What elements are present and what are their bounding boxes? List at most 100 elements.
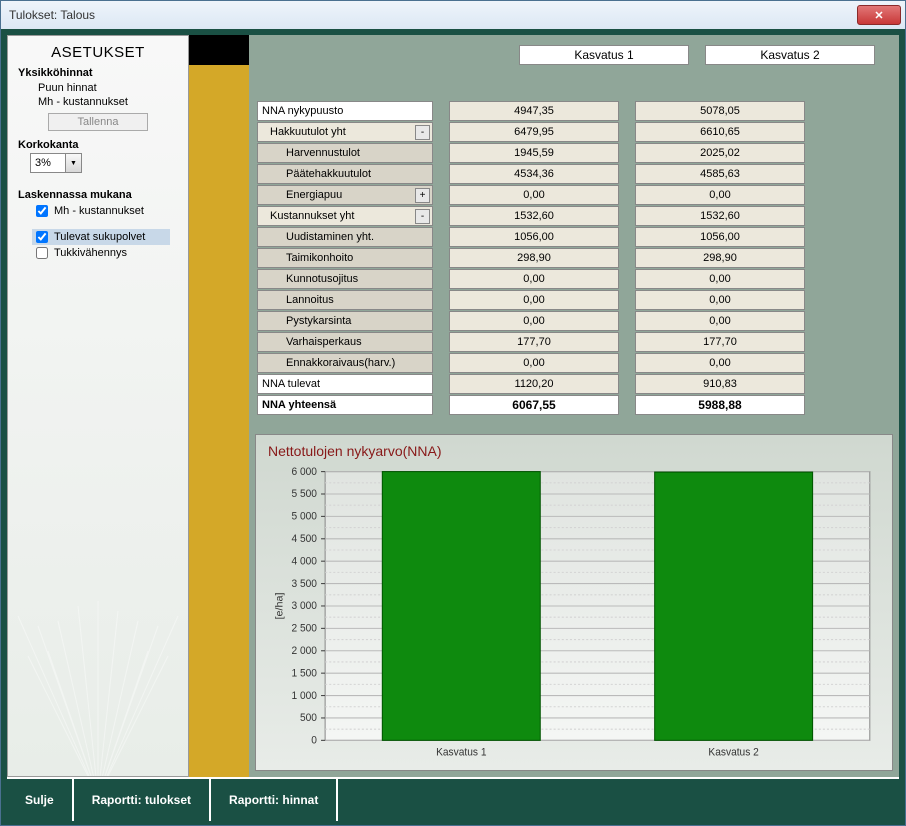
row-value: 0,00 [449, 311, 619, 331]
data-table: NNA nykypuusto4947,355078,05Hakkuutulot … [249, 101, 899, 416]
sidebar-sec-yksikkohinnat: Yksikköhinnat [8, 65, 188, 81]
report-prices-button[interactable]: Raportti: hinnat [211, 779, 338, 821]
toggle-button[interactable]: + [415, 188, 430, 203]
row-value: 4585,63 [635, 164, 805, 184]
sidebar-title: ASETUKSET [8, 36, 188, 65]
svg-text:1 000: 1 000 [291, 691, 317, 702]
checkbox-tulevat[interactable] [36, 231, 48, 243]
close-footer-button[interactable]: Sulje [7, 779, 74, 821]
col-header-1: Kasvatus 1 [519, 45, 689, 65]
row-value: 5078,05 [635, 101, 805, 121]
sidebar-sec-laskennassa: Laskennassa mukana [8, 187, 188, 203]
row-label: Harvennustulot [257, 143, 433, 163]
korkokanta-select[interactable]: 3% ▼ [30, 153, 82, 173]
row-value: 1056,00 [449, 227, 619, 247]
svg-text:5 500: 5 500 [291, 489, 317, 500]
table-row: Varhaisperkaus177,70177,70 [257, 332, 875, 352]
row-value: 6067,55 [449, 395, 619, 415]
svg-text:6 000: 6 000 [291, 467, 317, 478]
chart-plot: 05001 0001 5002 0002 5003 0003 5004 0004… [268, 463, 880, 764]
row-value: 1532,60 [635, 206, 805, 226]
toggle-button[interactable]: - [415, 209, 430, 224]
svg-text:4 500: 4 500 [291, 534, 317, 545]
row-value: 0,00 [449, 290, 619, 310]
svg-text:3 000: 3 000 [291, 601, 317, 612]
svg-text:500: 500 [300, 713, 317, 724]
checkbox-mh[interactable] [36, 205, 48, 217]
table-row: Kunnotusojitus 0,00 0,00 [257, 269, 875, 289]
svg-text:5 000: 5 000 [291, 511, 317, 522]
titlebar: Tulokset: Talous ✕ [1, 1, 905, 29]
col-header-2: Kasvatus 2 [705, 45, 875, 65]
footer-buttons: Sulje Raportti: tulokset Raportti: hinna… [7, 777, 899, 819]
row-label: Hakkuutulot yht- [257, 122, 433, 142]
svg-text:Kasvatus 2: Kasvatus 2 [708, 747, 759, 758]
table-row: Lannoitus 0,00 0,00 [257, 290, 875, 310]
row-value: 0,00 [635, 353, 805, 373]
row-value: 2025,02 [635, 143, 805, 163]
table-row: NNA nykypuusto4947,355078,05 [257, 101, 875, 121]
row-label: Uudistaminen yht. [257, 227, 433, 247]
row-value: 6610,65 [635, 122, 805, 142]
checkbox-tukki[interactable] [36, 247, 48, 259]
outer-frame: ASETUKSET Yksikköhinnat Puun hinnat Mh -… [1, 29, 905, 825]
table-row: Hakkuutulot yht- 6479,95 6610,65 [257, 122, 875, 142]
main-area: Kasvatus 1 Kasvatus 2 NNA nykypuusto4947… [249, 35, 899, 777]
inner-area: ASETUKSET Yksikköhinnat Puun hinnat Mh -… [7, 35, 899, 777]
table-row: Päätehakkuutulot4534,364585,63 [257, 164, 875, 184]
row-value: 0,00 [635, 185, 805, 205]
close-button[interactable]: ✕ [857, 5, 901, 25]
table-row: NNA yhteensä6067,555988,88 [257, 395, 875, 415]
pine-decoration [7, 596, 189, 777]
check-mh-kustannukset[interactable]: Mh - kustannukset [8, 203, 188, 219]
row-value: 0,00 [635, 269, 805, 289]
svg-text:3 500: 3 500 [291, 579, 317, 590]
svg-text:2 500: 2 500 [291, 623, 317, 634]
row-label: Energiapuu+ [257, 185, 433, 205]
sidebar-sec-korkokanta: Korkokanta [8, 137, 188, 153]
table-row: Taimikonhoito298,90298,90 [257, 248, 875, 268]
sidebar-link-puun-hinnat[interactable]: Puun hinnat [8, 81, 188, 95]
row-value: 0,00 [449, 269, 619, 289]
row-value: 6479,95 [449, 122, 619, 142]
chart-svg: 05001 0001 5002 0002 5003 0003 5004 0004… [268, 463, 880, 764]
table-row: NNA tulevat1120,20910,83 [257, 374, 875, 394]
chart-title: Nettotulojen nykyarvo(NNA) [268, 443, 880, 459]
korkokanta-value: 3% [31, 157, 65, 169]
toggle-button[interactable]: - [415, 125, 430, 140]
row-label: NNA yhteensä [257, 395, 433, 415]
row-value: 4534,36 [449, 164, 619, 184]
table-row: Pystykarsinta 0,00 0,00 [257, 311, 875, 331]
table-row: Uudistaminen yht.1056,001056,00 [257, 227, 875, 247]
row-label: Pystykarsinta [257, 311, 433, 331]
sidebar: ASETUKSET Yksikköhinnat Puun hinnat Mh -… [7, 35, 189, 777]
row-value: 298,90 [449, 248, 619, 268]
table-row: Kustannukset yht-1532,601532,60 [257, 206, 875, 226]
svg-text:0: 0 [311, 735, 317, 746]
table-row: Harvennustulot 1945,59 2025,02 [257, 143, 875, 163]
table-row: Ennakkoraivaus(harv.)0,000,00 [257, 353, 875, 373]
row-label: Kustannukset yht- [257, 206, 433, 226]
save-button[interactable]: Tallenna [48, 113, 148, 131]
window-title: Tulokset: Talous [9, 8, 95, 22]
chart-container: Nettotulojen nykyarvo(NNA) 05001 0001 50… [255, 434, 893, 771]
svg-text:2 000: 2 000 [291, 646, 317, 657]
row-label: Lannoitus [257, 290, 433, 310]
check-tukkivahennys[interactable]: Tukkivähennys [8, 245, 188, 261]
column-headers: Kasvatus 1 Kasvatus 2 [249, 45, 899, 65]
svg-text:4 000: 4 000 [291, 556, 317, 567]
gold-strip [189, 35, 249, 777]
check-tulevat-sukupolvet[interactable]: Tulevat sukupolvet [32, 229, 170, 245]
svg-text:[e/ha]: [e/ha] [274, 592, 285, 619]
window: Tulokset: Talous ✕ ASETUKSET Yksikköhinn… [0, 0, 906, 826]
row-value: 177,70 [449, 332, 619, 352]
report-results-button[interactable]: Raportti: tulokset [74, 779, 211, 821]
row-label: Kunnotusojitus [257, 269, 433, 289]
row-value: 1945,59 [449, 143, 619, 163]
row-value: 0,00 [635, 311, 805, 331]
row-value: 1120,20 [449, 374, 619, 394]
sidebar-link-mh-kustannukset[interactable]: Mh - kustannukset [8, 95, 188, 109]
row-value: 4947,35 [449, 101, 619, 121]
row-value: 0,00 [635, 290, 805, 310]
chevron-down-icon: ▼ [65, 154, 81, 172]
